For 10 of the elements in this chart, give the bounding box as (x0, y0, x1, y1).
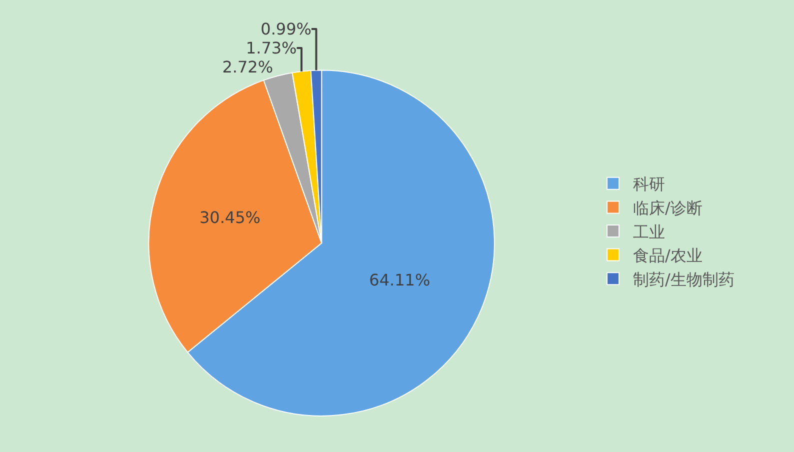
legend-label: 临床/诊断 (633, 198, 702, 218)
data-label: 2.72% (222, 57, 274, 76)
legend-label: 科研 (633, 174, 666, 194)
data-label: 0.99% (260, 19, 312, 38)
legend-label: 食品/农业 (633, 246, 702, 266)
data-label: 30.45% (199, 208, 260, 227)
data-label: 1.73% (246, 38, 297, 58)
legend-label: 制药/生物制药 (633, 270, 734, 289)
data-label: 64.11% (369, 270, 430, 290)
legend-label: 工业 (633, 222, 666, 242)
